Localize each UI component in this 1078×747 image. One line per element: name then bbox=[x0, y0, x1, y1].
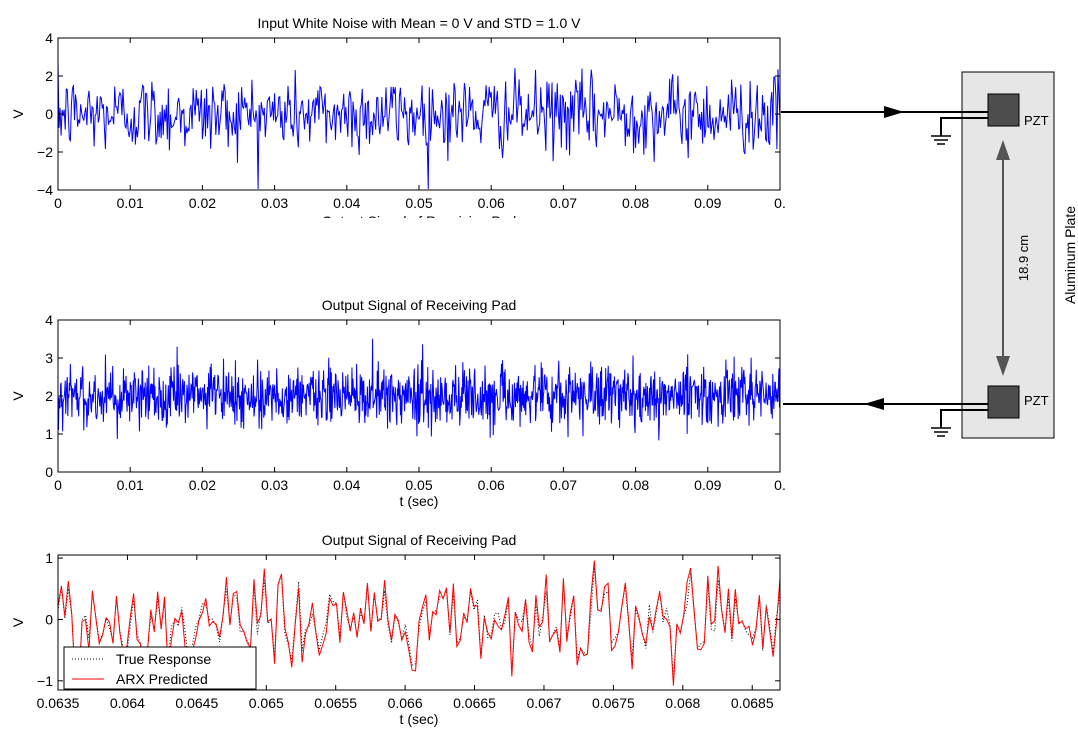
sensor-top-label: PZT bbox=[1024, 113, 1049, 128]
chart-output-signal: 0 0.01 0.02 0.03 0.04 0.05 0.06 0.07 0.08 0.09 0.0… bbox=[10, 297, 786, 509]
plate-label: Aluminum Plate bbox=[1062, 206, 1078, 304]
legend-box bbox=[63, 646, 257, 690]
x-tick-label: 0.066 bbox=[388, 695, 423, 711]
chart-title: Output Signal of Receiving Pad bbox=[322, 532, 517, 548]
y-tick-label: 2 bbox=[45, 388, 53, 404]
x-tick-label: 0.09 bbox=[694, 195, 721, 211]
y-axis-label: V bbox=[10, 391, 26, 401]
y-tick-label: −2 bbox=[37, 144, 53, 160]
y-tick-label: −1 bbox=[37, 673, 53, 689]
x-tick-label: 0.06 bbox=[478, 477, 505, 493]
plate-diagram: Aluminum Plate PZT PZT bbox=[781, 71, 1078, 439]
x-tick-label: 0.0645 bbox=[175, 695, 218, 711]
x-tick-label: 0.03 bbox=[261, 477, 288, 493]
y-tick-label: 0 bbox=[45, 106, 53, 122]
chart-arx-comparison: 0.0635 0.064 0.0645 0.065 0.0655 0.066 0.0665 0… bbox=[10, 532, 781, 727]
sensor-bottom-label: PZT bbox=[1024, 393, 1049, 408]
x-tick-label: 0.0675 bbox=[592, 695, 635, 711]
x-tick-label: 0 bbox=[54, 195, 62, 211]
y-tick-label: 3 bbox=[45, 350, 53, 366]
x-tick-label: 0.02 bbox=[189, 195, 216, 211]
x-tick-label: 0.06 bbox=[478, 195, 505, 211]
x-tick-label: 0.05 bbox=[405, 195, 432, 211]
x-tick-label: 0.067 bbox=[526, 695, 561, 711]
x-tick-label: 0.0635 bbox=[37, 695, 80, 711]
x-tick-label: 0.068 bbox=[665, 695, 700, 711]
x-tick-label: 0.065 bbox=[249, 695, 284, 711]
ground-icon bbox=[931, 135, 951, 145]
legend-label-arx: ARX Predicted bbox=[116, 671, 208, 687]
x-tick-label: 0.0655 bbox=[314, 695, 357, 711]
x-tick-label: 0. bbox=[774, 195, 786, 211]
clipped-title-text: Output Signal of Receiving Pad bbox=[322, 213, 517, 229]
x-tick-label: 0 bbox=[54, 477, 62, 493]
legend-label-true: True Response bbox=[116, 651, 211, 667]
x-tick-label: 0.07 bbox=[550, 477, 577, 493]
output-wire bbox=[783, 398, 988, 428]
x-tick-label: 0.05 bbox=[405, 477, 432, 493]
input-wire bbox=[781, 106, 988, 136]
x-tick-label: 0.08 bbox=[622, 195, 649, 211]
distance-label: 18.9 cm bbox=[1016, 235, 1031, 281]
ground-icon bbox=[931, 427, 951, 437]
plot-frame bbox=[57, 554, 781, 691]
x-tick-label: 0.064 bbox=[110, 695, 145, 711]
y-tick-label: 1 bbox=[45, 426, 53, 442]
sensor-top bbox=[987, 93, 1020, 127]
chart-title: Output Signal of Receiving Pad bbox=[322, 297, 517, 313]
y-axis-label: V bbox=[10, 617, 26, 627]
x-tick-label: 0.01 bbox=[117, 477, 144, 493]
x-tick-label: 0.04 bbox=[333, 477, 360, 493]
x-tick-label: 0.04 bbox=[333, 195, 360, 211]
x-axis-label: t (sec) bbox=[400, 493, 439, 509]
distance-arrow bbox=[996, 140, 1010, 376]
x-tick-label: 0.08 bbox=[622, 477, 649, 493]
x-tick-label: 0.07 bbox=[550, 195, 577, 211]
x-axis-label: t (sec) bbox=[400, 711, 439, 727]
y-tick-label: 2 bbox=[45, 68, 53, 84]
series-true-response bbox=[57, 567, 781, 686]
y-tick-label: 4 bbox=[45, 30, 53, 46]
chart-input-noise: 0 0.01 0.02 0.03 0.04 0.05 0.06 0.07 0.08 0.09 0. −… bbox=[10, 15, 786, 229]
aluminum-plate bbox=[961, 71, 1055, 439]
sensor-bottom bbox=[987, 385, 1020, 419]
chart-title: Input White Noise with Mean = 0 V and ST… bbox=[258, 15, 582, 31]
x-tick-label: 0.03 bbox=[261, 195, 288, 211]
x-tick-label: 0.01 bbox=[117, 195, 144, 211]
series-arx-predicted bbox=[57, 560, 781, 691]
x-tick-label: 0.02 bbox=[189, 477, 216, 493]
y-tick-label: 4 bbox=[45, 312, 53, 328]
series-line bbox=[57, 61, 781, 190]
y-tick-label: 1 bbox=[45, 550, 53, 566]
x-tick-label: 0.0685 bbox=[731, 695, 774, 711]
x-tick-label: 0.09 bbox=[694, 477, 721, 493]
y-tick-label: 0 bbox=[45, 464, 53, 480]
legend: True Response ARX Predicted bbox=[63, 646, 257, 690]
y-tick-label: 0 bbox=[45, 611, 53, 627]
series-line bbox=[57, 338, 781, 441]
x-tick-label: 0.0665 bbox=[453, 695, 496, 711]
y-axis-label: V bbox=[10, 109, 26, 119]
y-tick-label: −4 bbox=[37, 182, 53, 198]
x-tick-label: 0. bbox=[774, 477, 786, 493]
